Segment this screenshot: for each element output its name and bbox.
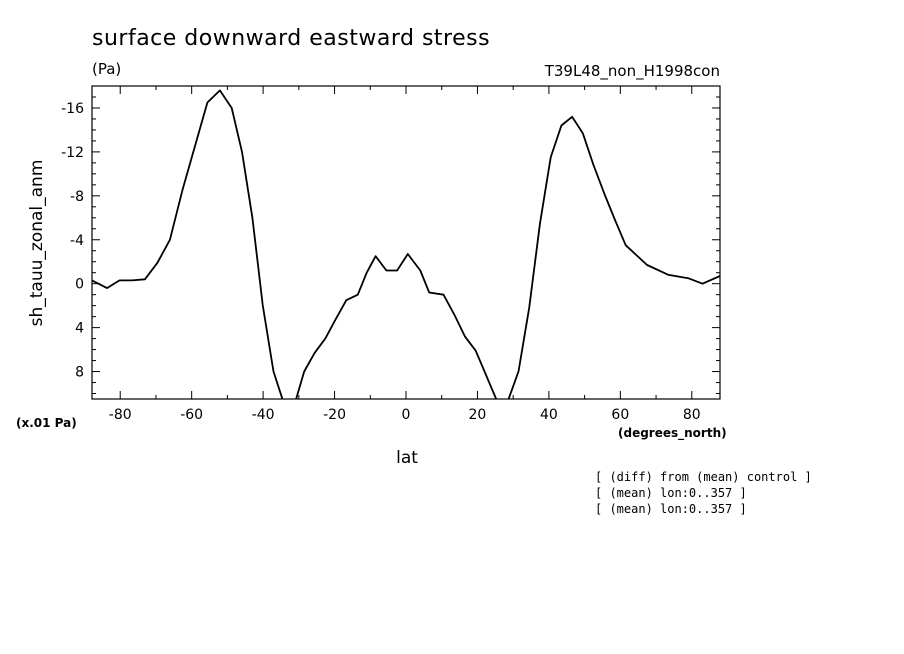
x-axis-label: lat [396,448,418,468]
y-tick-label: 8 [75,365,84,381]
run-label: T39L48_non_H1998con [544,62,720,81]
y-tick-label: 0 [75,277,84,293]
y-axis-label: sh_tauu_zonal_anm [27,160,47,327]
annotation-mean-lon-2: [ (mean) lon:0..357 ] [595,502,747,516]
chart-units: (Pa) [92,60,121,78]
chart-title: surface downward eastward stress [92,26,490,51]
x-tick-label: 0 [402,407,411,423]
x-tick-label: -60 [180,407,203,423]
x-tick-label: -80 [109,407,132,423]
x-tick-label: 80 [683,407,701,423]
y-tick-label: -16 [61,101,84,117]
x-tick-label: -40 [252,407,275,423]
annotation-mean-lon-1: [ (mean) lon:0..357 ] [595,486,747,500]
y-axis-units: (x.01 Pa) [16,416,77,430]
x-tick-label: 20 [469,407,487,423]
x-tick-label: 40 [540,407,558,423]
x-axis-units: (degrees_north) [618,426,727,441]
y-axis-ticks: -16 -12 -8 -4 0 4 8 [61,85,720,395]
y-tick-label: 4 [75,321,84,337]
y-tick-label: -8 [70,189,84,205]
x-axis-ticks: -80 -60 -40 -20 0 20 40 60 80 [109,86,701,423]
x-tick-label: -20 [323,407,346,423]
x-tick-label: 60 [611,407,629,423]
y-tick-label: -4 [70,233,84,249]
annotation-diff: [ (diff) from (mean) control ] [595,470,812,484]
series-line [92,89,720,399]
y-tick-label: -12 [61,145,84,161]
plot-frame [91,85,721,400]
